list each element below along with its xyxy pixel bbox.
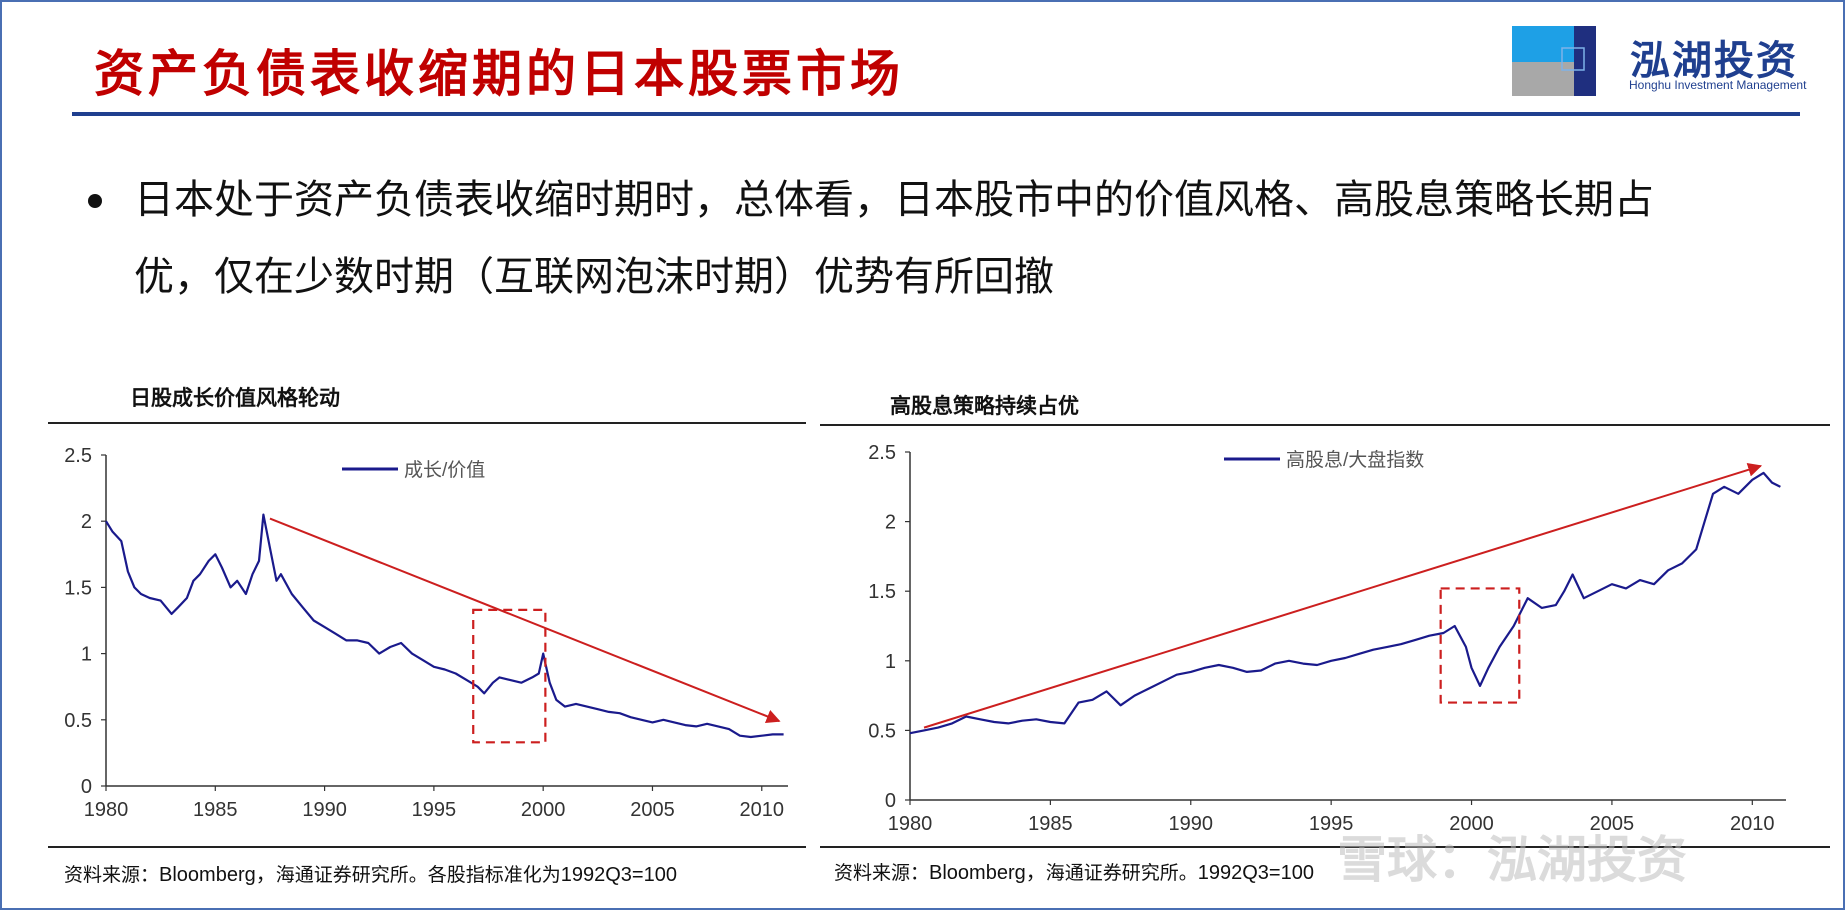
chart1-source-latin2: 1992Q3=100 [560,864,677,886]
y-tick-label: 2.5 [64,445,92,467]
y-tick-label: 1.5 [868,581,896,603]
x-tick-label: 2000 [521,799,566,821]
logo: 泓湖投资 Honghu Investment Management [1512,26,1832,98]
x-tick-label: 2000 [1449,813,1494,835]
chart1-series-line [105,513,784,739]
logo-mark-icon [1512,26,1596,96]
x-tick-label: 1990 [1169,813,1214,835]
x-tick-label: 2010 [1730,813,1775,835]
chart2-source-latin2: 1992Q3=100 [1197,862,1314,884]
chart1-title: 日股成长价值风格轮动 [130,385,340,410]
x-tick-label: 1995 [412,799,457,821]
x-tick-label: 1980 [84,799,129,821]
chart1-source-prefix: 资料来源： [64,864,160,886]
chart2-source-latin1: Bloomberg， [929,862,1046,884]
chart2-legend-label: 高股息/大盘指数 [1286,449,1424,471]
y-tick-label: 1.5 [64,577,92,599]
chart1-trend-arrow [269,517,781,723]
x-tick-label: 1990 [302,799,347,821]
chart1-top-rule [48,422,806,424]
chart2-source-middle: 海通证券研究所。 [1045,862,1198,884]
chart1-source-latin1: Bloomberg， [159,864,276,886]
x-tick-label: 1985 [193,799,238,821]
logo-name-en: Honghu Investment Management [1629,78,1807,92]
y-tick-label: 2 [885,512,896,534]
y-tick-label: 1 [81,644,92,666]
x-tick-label: 1980 [888,813,933,835]
chart2-source-prefix: 资料来源： [834,862,930,884]
chart2-bottom-rule [820,846,1830,848]
bullet-text: 日本处于资产负债表收缩时期时，总体看，日本股市中的价值风格、高股息策略长期占优，… [134,177,1654,300]
chart1-highlight-box [472,608,547,744]
chart2-highlight-box [1439,587,1521,704]
x-tick-label: 2005 [630,799,675,821]
bullet-point: 日本处于资产负债表收缩时期时，总体看，日本股市中的价值风格、高股息策略长期占优，… [82,162,1722,316]
y-tick-label: 2.5 [868,442,896,464]
chart2-source: 资料来源：Bloomberg，海通证券研究所。1992Q3=100 [834,856,1314,885]
title-rule [72,112,1800,116]
chart1: 0 0.5 1 1.5 2 2.5 1980 1985 1990 1995 2000 2005 2010… [64,445,788,821]
chart2: 0 0.5 1 1.5 2 2.5 1980 1985 1990 1995 2000 2005 2010… [868,442,1786,835]
x-tick-label: 1985 [1028,813,1073,835]
chart2-trend-arrow [923,463,1763,729]
slide-title: 资产负债表收缩期的日本股票市场 [94,44,904,103]
logo-name-cn: 泓湖投资 [1630,38,1798,84]
y-tick-label: 0.5 [868,720,896,742]
x-tick-label: 2005 [1590,813,1635,835]
watermark: 雪球：泓湖投资 [1337,831,1687,889]
chart1-source: 资料来源：Bloomberg，海通证券研究所。各股指标准化为1992Q3=100 [64,858,677,887]
y-tick-label: 0 [81,776,92,798]
y-tick-label: 0.5 [64,710,92,732]
chart1-bottom-rule [48,846,806,848]
chart2-title: 高股息策略持续占优 [890,393,1079,418]
x-tick-label: 1995 [1309,813,1354,835]
bullet-dot-icon [88,194,102,208]
y-tick-label: 1 [885,651,896,673]
chart1-source-middle: 海通证券研究所。各股指标准化为 [275,864,561,886]
x-tick-label: 2010 [740,799,785,821]
y-tick-label: 2 [81,511,92,533]
y-tick-label: 0 [885,790,896,812]
chart2-series-line [909,471,1781,735]
chart1-legend-label: 成长/价值 [404,459,485,481]
chart2-top-rule [820,424,1830,426]
